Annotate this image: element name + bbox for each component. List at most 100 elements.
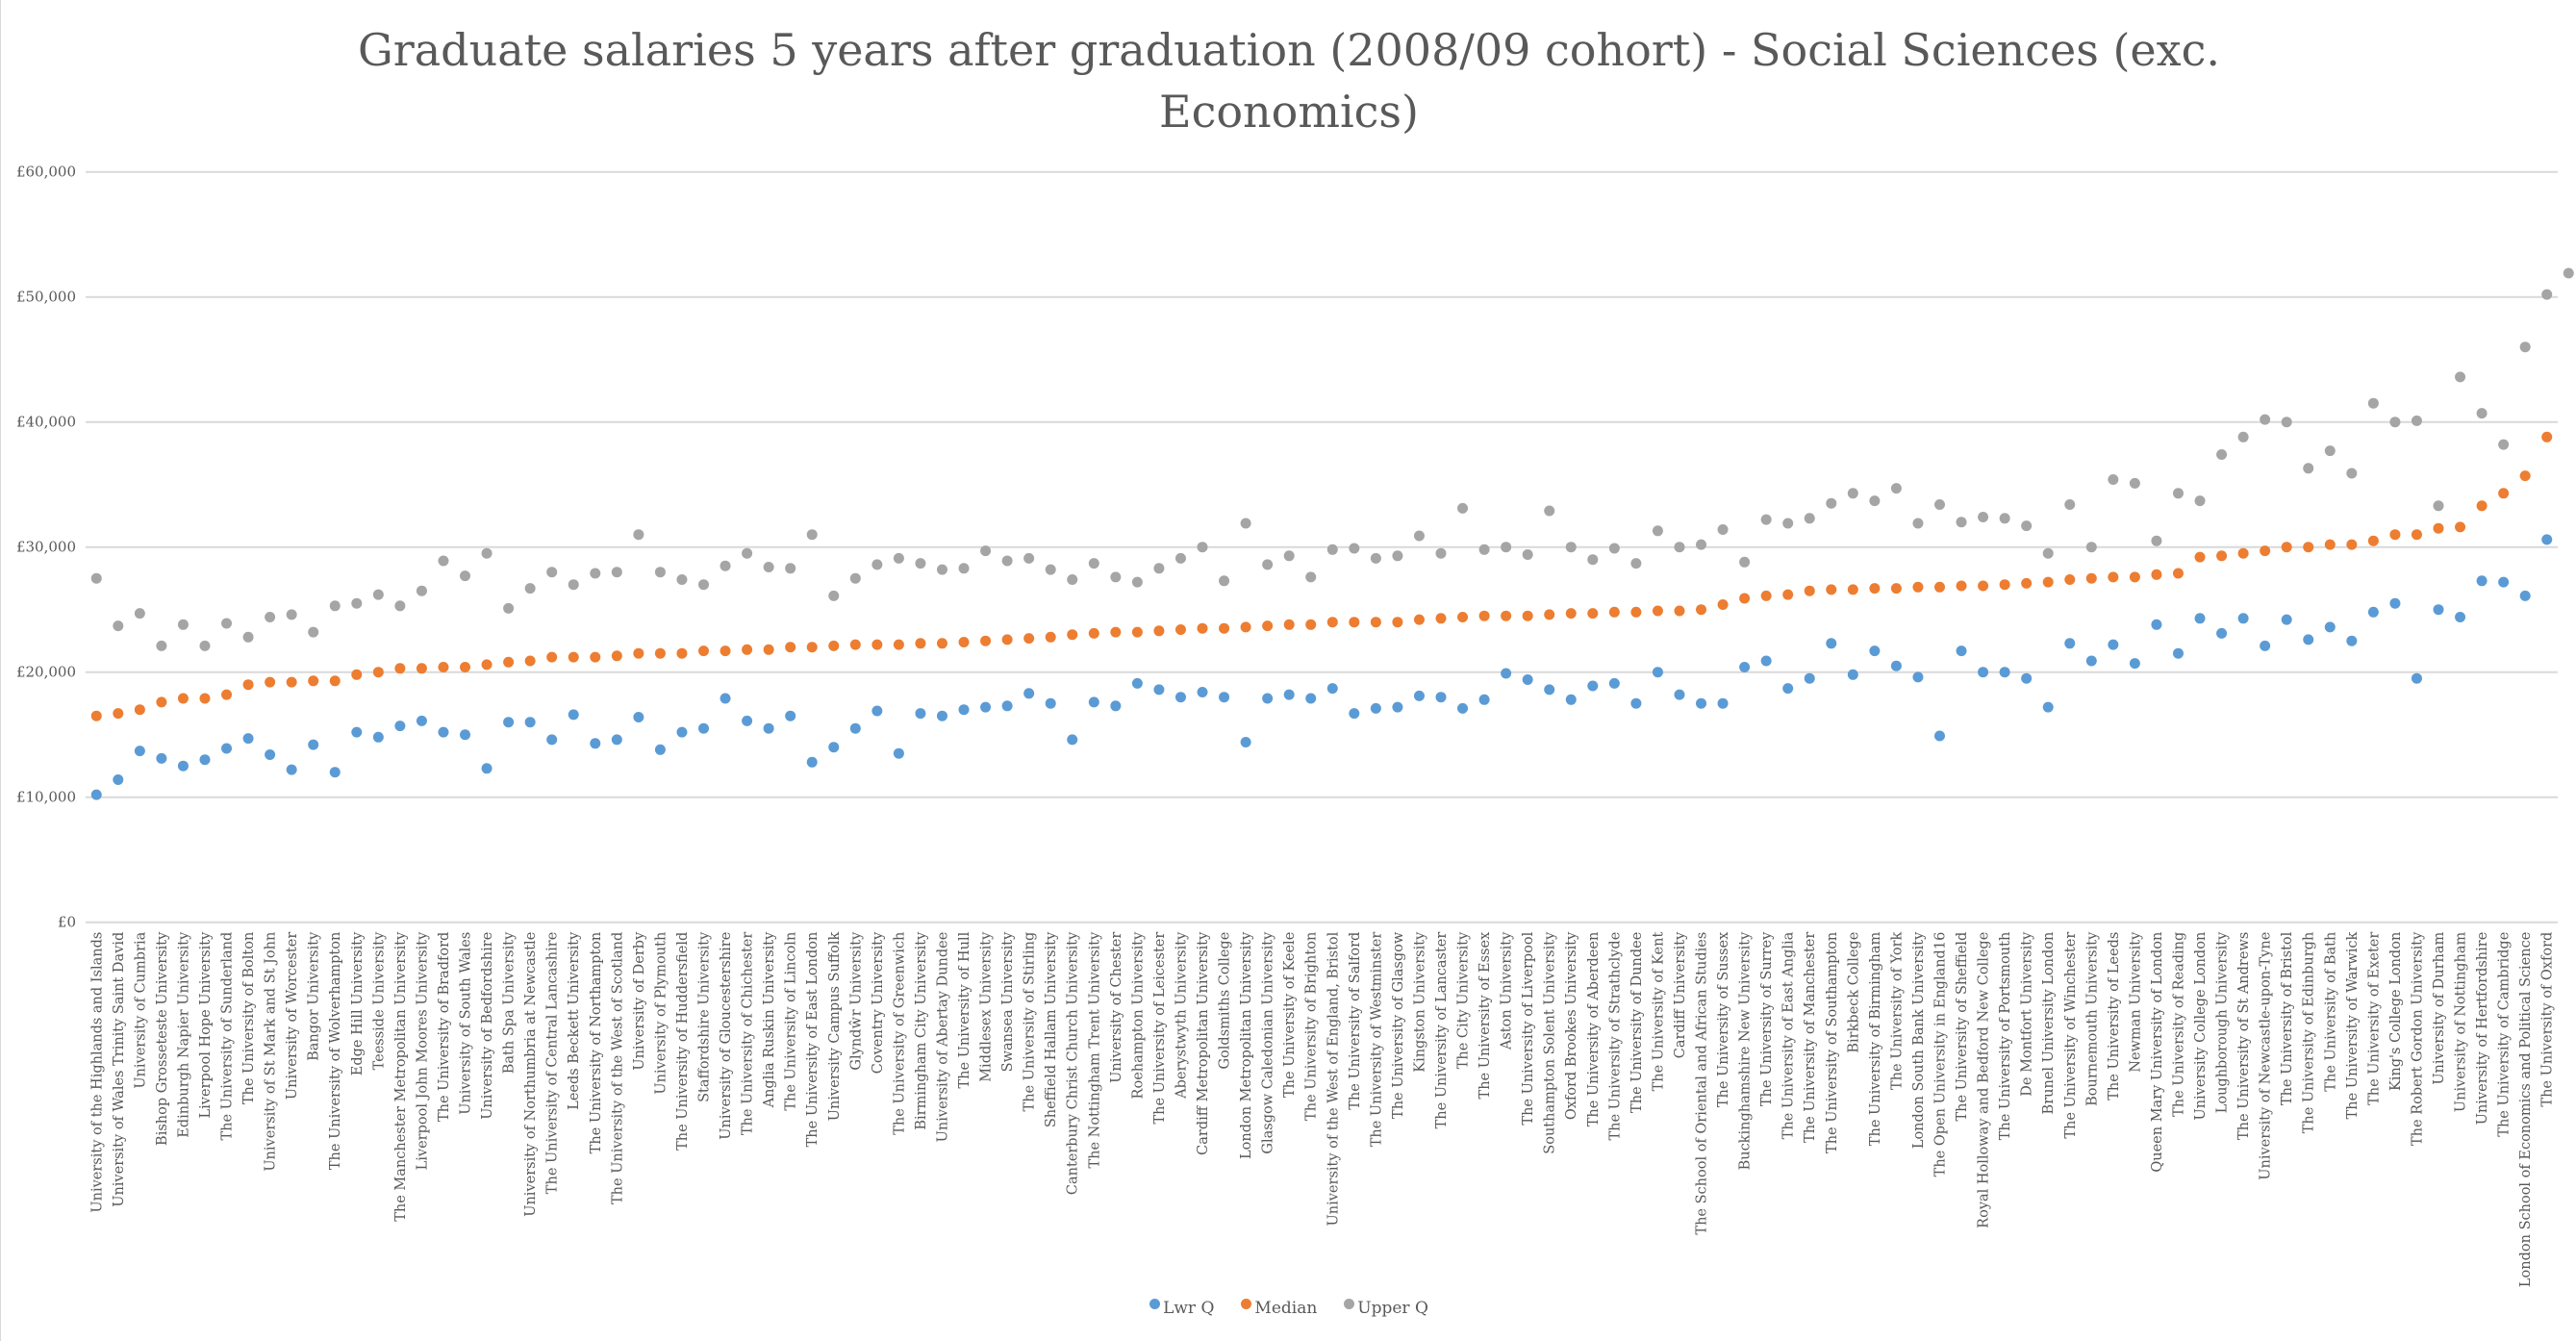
- data-point: [763, 722, 774, 734]
- data-point: [568, 709, 579, 721]
- data-point: [1067, 629, 1078, 641]
- data-point: [2151, 569, 2162, 580]
- x-category-label: The University of Leeds: [2107, 932, 2122, 1101]
- data-point: [1565, 608, 1577, 620]
- data-point: [1739, 662, 1751, 672]
- data-point: [1608, 606, 1620, 618]
- data-point: [915, 638, 926, 649]
- x-category-label: The University of Manchester: [1803, 932, 1818, 1143]
- data-point: [1847, 669, 1858, 680]
- data-point: [1544, 609, 1555, 620]
- data-point: [654, 647, 666, 659]
- data-point: [2021, 577, 2033, 589]
- x-category-label: Liverpool Hope University: [198, 931, 214, 1119]
- data-point: [2108, 474, 2119, 485]
- x-category-label: King's College London: [2388, 932, 2404, 1091]
- data-point: [958, 704, 970, 716]
- data-point: [1001, 634, 1013, 645]
- x-category-label: The Manchester Metropolitan University: [393, 931, 409, 1222]
- data-point: [698, 645, 709, 657]
- data-point: [394, 721, 406, 732]
- data-point: [1088, 696, 1099, 708]
- data-point: [1478, 694, 1490, 705]
- data-point: [1739, 556, 1751, 568]
- data-point: [460, 662, 471, 672]
- data-point: [2324, 621, 2336, 633]
- data-point: [481, 659, 492, 670]
- data-point: [980, 545, 992, 557]
- data-point: [1045, 697, 1056, 709]
- x-category-label: Bournemouth University: [2084, 931, 2100, 1106]
- data-point: [1326, 617, 1338, 628]
- data-point: [1804, 513, 1815, 524]
- data-point: [2346, 635, 2358, 646]
- x-category-label: The University of Oxford: [2540, 932, 2556, 1107]
- data-point: [742, 644, 753, 655]
- data-point: [2455, 521, 2466, 533]
- data-point: [958, 563, 970, 574]
- x-category-label: The University of East London: [805, 932, 821, 1148]
- legend-label: Median: [1254, 1299, 1318, 1318]
- data-point: [2476, 500, 2488, 512]
- data-point: [2281, 417, 2292, 428]
- data-point: [2519, 590, 2531, 601]
- x-category-label: Loughborough University: [2215, 931, 2231, 1113]
- data-point: [1131, 626, 1143, 638]
- data-point: [2260, 545, 2271, 557]
- data-point: [1652, 525, 1663, 537]
- x-category-label: The University of Essex: [1477, 932, 1493, 1100]
- x-category-label: Aston University: [1500, 931, 1515, 1050]
- data-point: [242, 733, 254, 745]
- data-point: [654, 744, 666, 755]
- data-point: [1153, 625, 1165, 637]
- data-point: [1435, 547, 1447, 559]
- x-category-label: University of Worcester: [285, 932, 300, 1100]
- data-point: [1305, 693, 1317, 704]
- data-point: [676, 726, 688, 738]
- data-point: [1392, 617, 1403, 628]
- x-category-label: University of St Mark and St John: [264, 932, 279, 1172]
- data-point: [1826, 584, 1837, 595]
- data-point: [524, 655, 536, 667]
- data-point: [2042, 701, 2054, 713]
- data-point: [1110, 626, 1122, 638]
- data-point: [2367, 535, 2379, 546]
- x-category-label: University of Wales Trinity Saint David: [112, 932, 127, 1207]
- data-point: [1413, 530, 1425, 542]
- data-point: [503, 602, 515, 614]
- data-point: [1999, 513, 2010, 524]
- data-point: [1088, 558, 1099, 569]
- data-point: [980, 701, 992, 713]
- data-point: [1478, 544, 1490, 555]
- y-tick-label: £20,000: [16, 664, 76, 681]
- data-point: [1717, 697, 1729, 709]
- data-point: [654, 567, 666, 578]
- x-category-label: Coventry University: [871, 931, 886, 1074]
- data-point: [2260, 414, 2271, 425]
- data-point: [329, 675, 341, 687]
- x-category-label: Swansea University: [1000, 931, 1016, 1072]
- data-point: [2085, 542, 2097, 553]
- x-category-label: University of Durham: [2432, 931, 2447, 1084]
- x-category-label: Canterbury Christ Church University: [1066, 931, 1081, 1195]
- x-category-label: Birmingham City University: [914, 931, 929, 1130]
- data-point: [915, 708, 926, 720]
- data-point: [1067, 574, 1078, 585]
- x-category-label: University of Nottingham: [2454, 931, 2469, 1112]
- data-point: [1565, 542, 1577, 553]
- data-point: [1696, 604, 1707, 616]
- data-point: [720, 693, 731, 704]
- data-point: [329, 600, 341, 612]
- data-point: [1326, 683, 1338, 695]
- data-point: [1001, 555, 1013, 567]
- data-point: [785, 642, 796, 653]
- data-point: [1912, 581, 1924, 593]
- data-point: [351, 669, 363, 680]
- x-category-label: University of Derby: [632, 931, 647, 1071]
- x-category-label: The University of Aberdeen: [1586, 932, 1602, 1127]
- data-point: [2085, 572, 2097, 584]
- data-point: [1262, 693, 1274, 704]
- y-tick-label: £30,000: [16, 539, 76, 556]
- data-point: [134, 746, 145, 757]
- data-point: [2129, 571, 2140, 583]
